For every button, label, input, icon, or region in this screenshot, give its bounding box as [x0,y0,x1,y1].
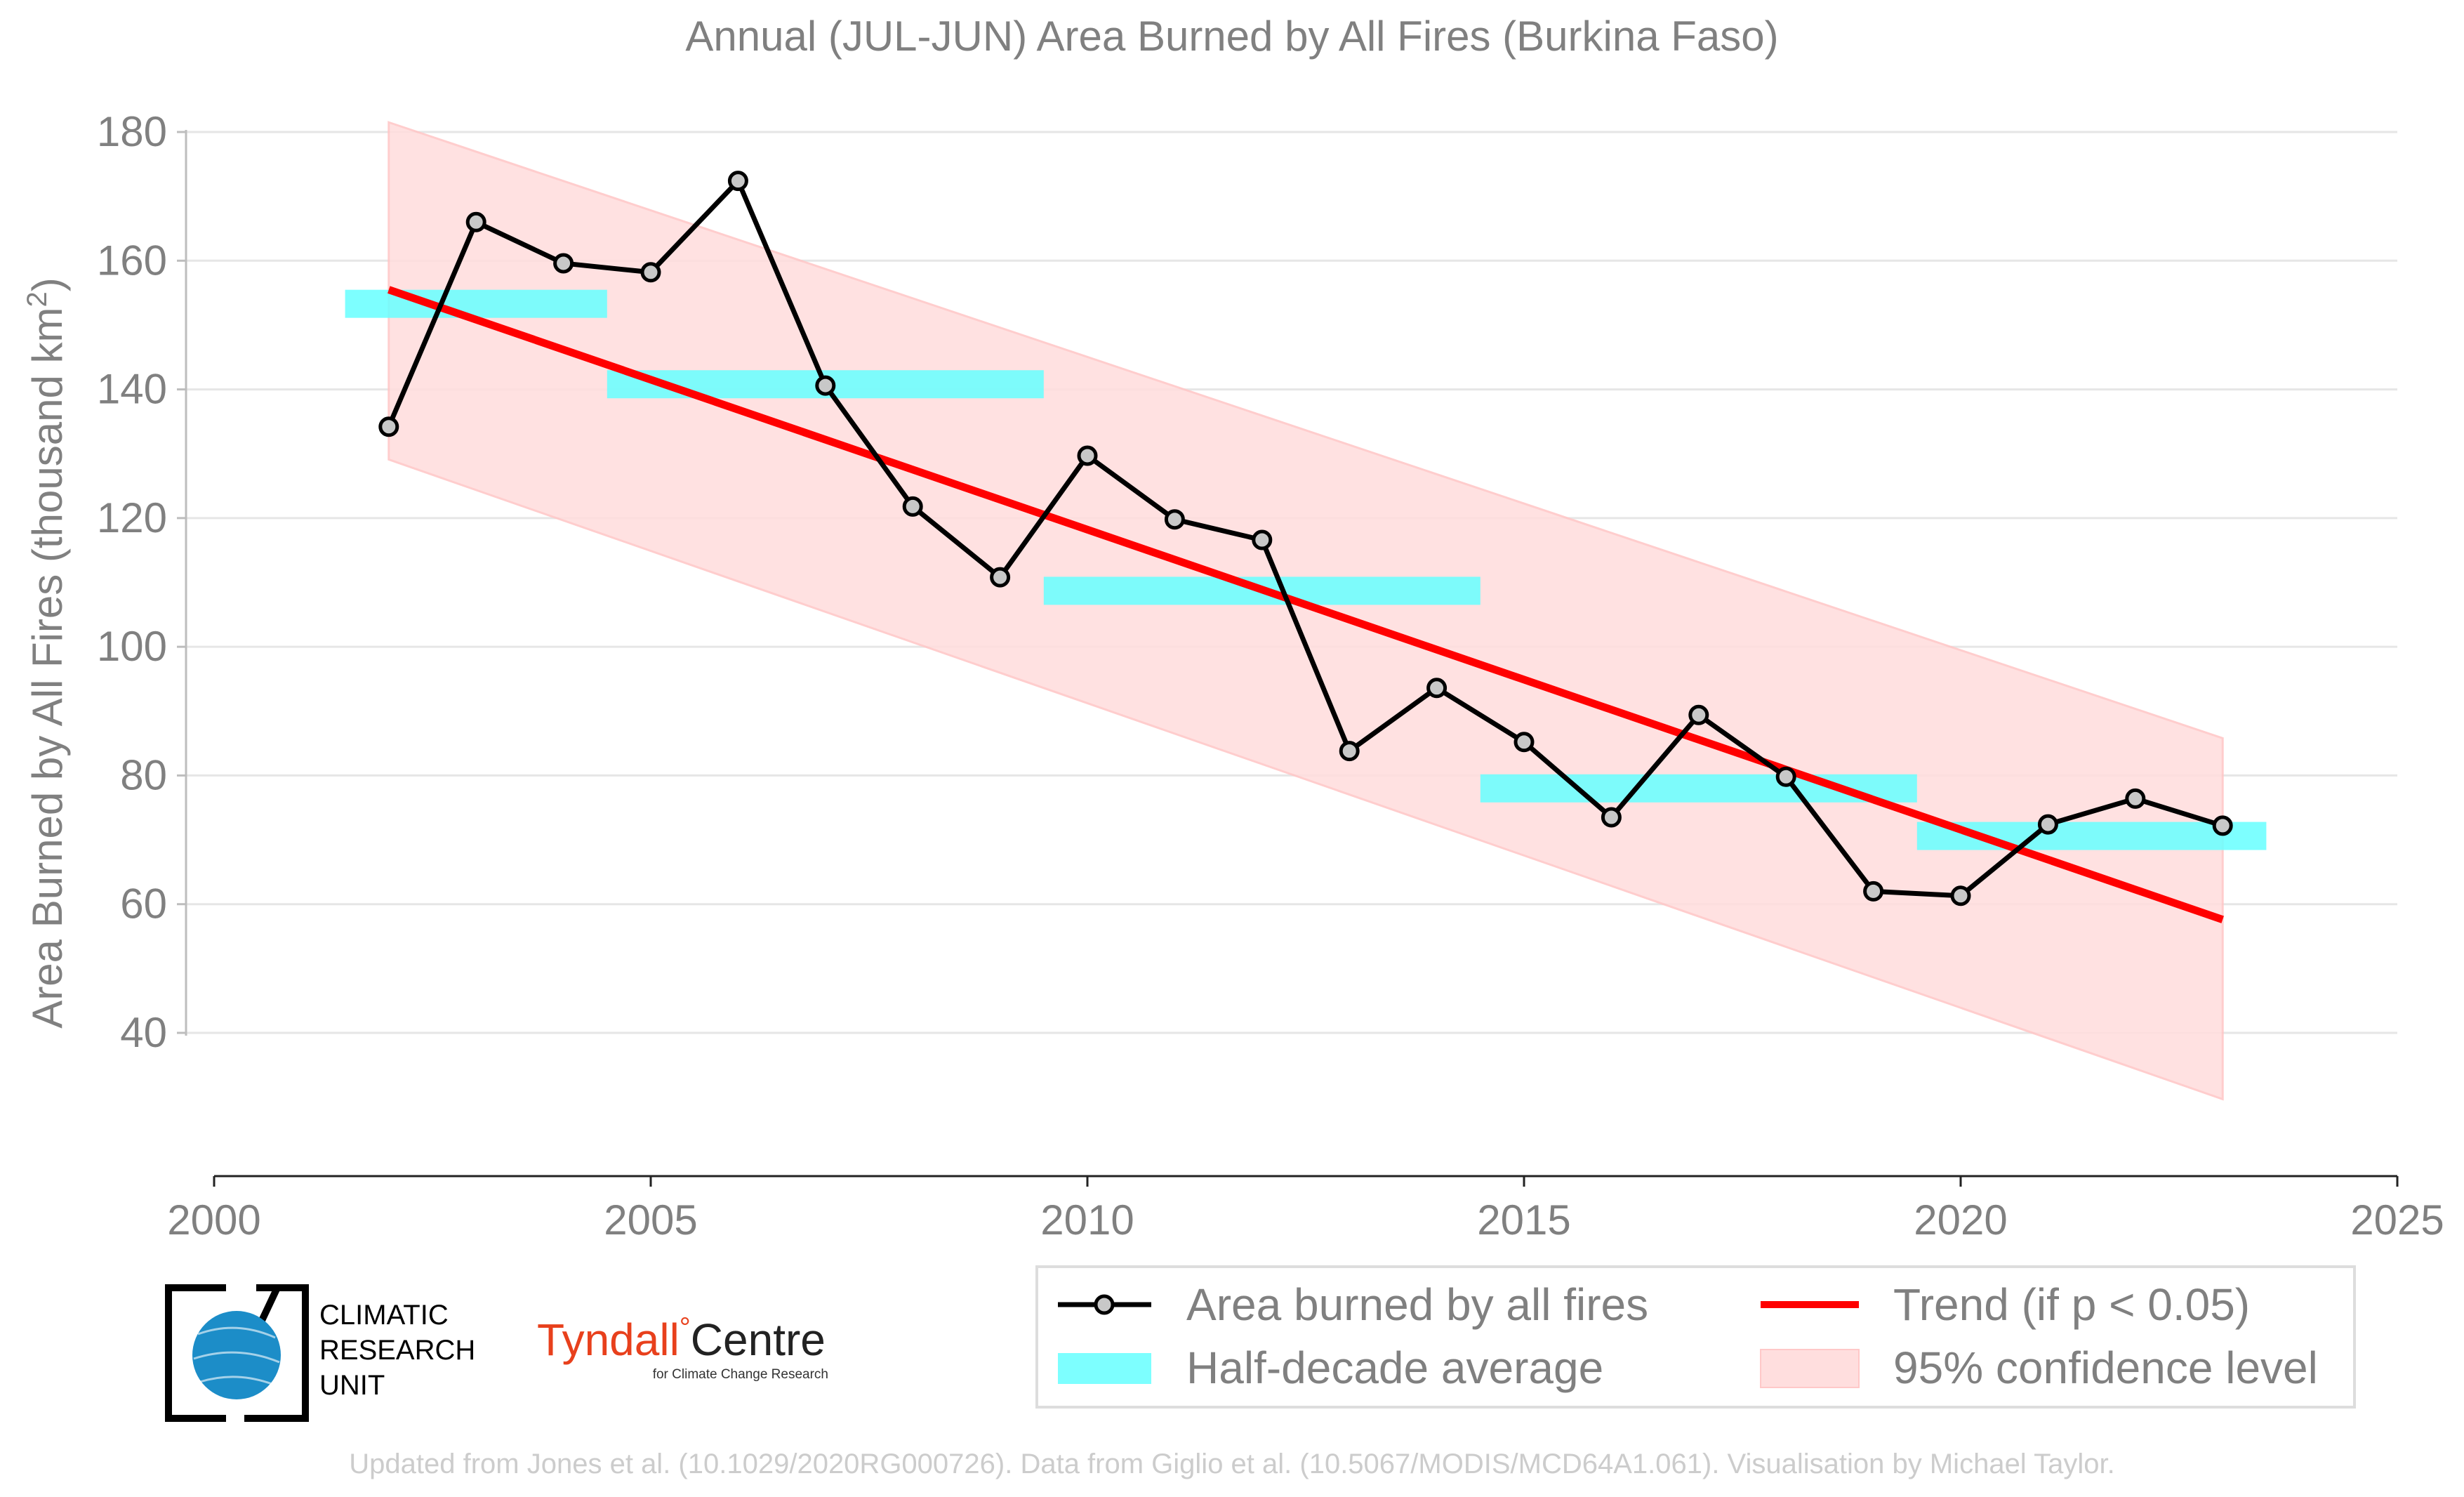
y-ticks: 40 60 80 100 120 140 160 180 [97,108,186,1056]
legend-label-confidence: 95% confidence level [1893,1343,2318,1393]
ytick-label-40: 40 [120,1009,167,1056]
series-line-1 [386,178,2224,899]
legend-label-half-decade: Half-decade average [1186,1343,1603,1393]
series-layer [378,171,2233,906]
data-point-2017 [1688,704,1709,725]
ytick-label-140: 140 [97,366,167,413]
xtick-label-2025: 2025 [2350,1196,2444,1244]
legend-label-series: Area burned by all fires [1186,1279,1648,1330]
legend-label-trend: Trend (if p < 0.05) [1893,1279,2250,1330]
credit-line: Updated from Jones et al. (10.1029/2020R… [349,1449,2114,1479]
cru-line-2: RESEARCH [319,1335,475,1366]
legend: Area burned by all fires Trend (if p < 0… [1035,1265,2356,1409]
data-point-2009 [990,567,1011,588]
data-point-2010 [1077,445,1098,466]
data-point-2002 [378,416,399,437]
xtick-label-2000: 2000 [167,1196,260,1244]
xtick-label-2005: 2005 [604,1196,697,1244]
data-point-2013 [1339,741,1360,762]
data-point-2012 [1252,529,1273,550]
xtick-label-2015: 2015 [1477,1196,1570,1244]
data-point-2023 [2212,815,2233,836]
data-point-2021 [2037,814,2058,835]
cru-line-3: UNIT [319,1370,385,1401]
data-point-2016 [1601,807,1622,828]
y-axis-label: Area Burned by All Fires (thousand km2) [22,277,71,1028]
legend-swatch-confidence [1760,1349,1860,1388]
legend-swatch-half-decade [1058,1353,1151,1384]
ytick-label-180: 180 [97,108,167,155]
ytick-label-80: 80 [120,751,167,798]
cru-line-1: CLIMATIC [319,1300,449,1331]
trend-layer [388,286,2224,923]
tyndall-logo: Tyndall°Centre for Climate Change Resear… [537,1312,828,1382]
data-point-2006 [727,171,748,192]
data-point-2011 [1164,509,1185,530]
legend-swatch-series [1058,1294,1151,1315]
data-point-2018 [1775,766,1796,787]
xtick-label-2010: 2010 [1040,1196,1134,1244]
y-axis-label-superscript: 2 [22,291,53,307]
tyndall-name: Tyndall°Centre [537,1312,826,1365]
data-point-2014 [1426,678,1448,699]
ytick-label-60: 60 [120,881,167,928]
data-point-2003 [465,211,486,232]
chart-title: Annual (JUL-JUN) Area Burned by All Fire… [685,13,1778,60]
globe-icon [192,1311,281,1399]
tyndall-subtitle: for Climate Change Research [653,1367,828,1382]
trend-line [388,286,2224,923]
data-point-2019 [1863,881,1884,902]
data-point-2007 [815,375,836,396]
data-point-2004 [553,253,574,274]
data-point-2015 [1513,732,1535,753]
confidence-band [388,121,2224,1101]
confidence-band-layer [388,121,2224,1101]
ytick-label-120: 120 [97,494,167,541]
data-point-2008 [902,496,923,517]
legend-frame [1035,1265,2356,1409]
data-point-2020 [1950,885,1971,906]
ytick-label-160: 160 [97,237,167,284]
data-point-2005 [640,262,661,283]
cru-logo-bracket [165,1284,309,1422]
half-decade-bar-1 [345,289,607,318]
data-point-2022 [2125,788,2146,809]
xtick-label-2020: 2020 [1914,1196,2007,1244]
x-ticks: 2000 2005 2010 2015 2020 2025 [167,1176,2444,1244]
ytick-label-100: 100 [97,623,167,670]
cru-logo: CLIMATIC RESEARCH UNIT [165,1284,475,1422]
